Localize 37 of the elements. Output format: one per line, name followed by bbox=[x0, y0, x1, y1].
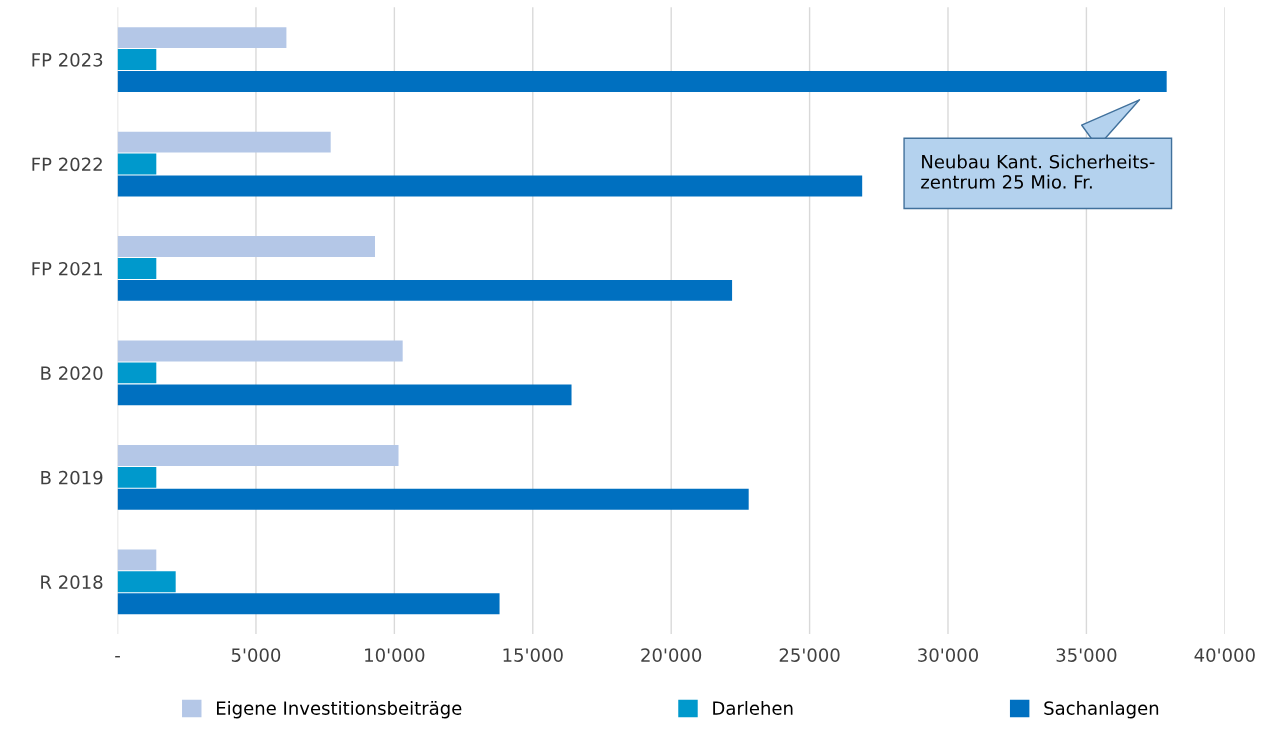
legend-label: Eigene Investitionsbeiträge bbox=[217, 700, 462, 719]
bar bbox=[117, 236, 375, 257]
x-tick-label: 35'000 bbox=[1056, 648, 1117, 662]
annotation: Neubau Kant. Sicherheits- zentrum 25 Mio. Fr. bbox=[921, 154, 1155, 189]
legend-label: Sachanlagen bbox=[1044, 700, 1159, 719]
x-tick-label: 10'000 bbox=[365, 648, 425, 662]
x-tick-label: 20'000 bbox=[641, 648, 702, 662]
bar bbox=[117, 571, 176, 593]
y-tick-label: FP 2022 bbox=[32, 157, 102, 172]
bar bbox=[117, 549, 157, 571]
legend-label: Darlehen bbox=[713, 700, 793, 715]
bar bbox=[117, 466, 157, 488]
bar bbox=[117, 593, 500, 615]
bar bbox=[117, 362, 157, 384]
bar bbox=[117, 27, 287, 49]
y-tick-label: R 2018 bbox=[41, 575, 103, 589]
x-tick-label: 30'000 bbox=[918, 648, 978, 662]
y-tick-label: B 2020 bbox=[41, 366, 103, 381]
bar bbox=[117, 444, 399, 466]
x-tick-label: 5'000 bbox=[231, 648, 281, 662]
y-tick-label: B 2019 bbox=[41, 470, 103, 485]
x-tick-label: - bbox=[115, 655, 120, 658]
bar bbox=[117, 49, 157, 70]
bar bbox=[117, 71, 1167, 92]
x-tick-label: 15'000 bbox=[503, 648, 563, 662]
x-tick-label: 25'000 bbox=[779, 648, 840, 662]
bar bbox=[117, 175, 863, 197]
bar bbox=[117, 279, 733, 301]
bar bbox=[117, 340, 403, 362]
y-tick-label: FP 2023 bbox=[32, 53, 103, 67]
bar bbox=[117, 131, 331, 153]
y-tick-label: FP 2021 bbox=[32, 261, 102, 276]
bar bbox=[117, 258, 157, 279]
bar bbox=[117, 488, 749, 510]
x-tick-label: 40'000 bbox=[1194, 648, 1255, 662]
bar bbox=[117, 384, 572, 406]
bar bbox=[117, 153, 157, 175]
